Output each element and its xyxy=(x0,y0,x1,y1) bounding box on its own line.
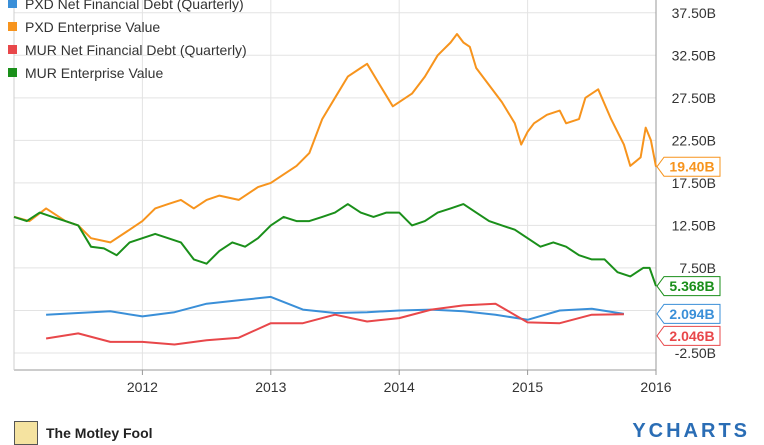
series-line-0 xyxy=(46,295,625,321)
axes xyxy=(13,0,657,375)
legend-item[interactable]: PXD Net Financial Debt (Quarterly) xyxy=(8,0,247,15)
legend-label-mur-ev: MUR Enterprise Value xyxy=(25,64,164,81)
end-label-3: 5.368B xyxy=(656,276,721,297)
x-tick-label: 2012 xyxy=(127,379,158,395)
legend-label-pxd-debt: PXD Net Financial Debt (Quarterly) xyxy=(25,0,244,12)
legend-swatch-pxd-debt xyxy=(8,0,17,8)
legend-swatch-mur-ev xyxy=(8,68,17,77)
y-tick-label: 12.50B xyxy=(672,217,716,233)
legend-item[interactable]: MUR Net Financial Debt (Quarterly) xyxy=(8,38,247,61)
end-label-box xyxy=(656,325,721,346)
y-tick-label: 27.50B xyxy=(672,90,716,106)
legend-item[interactable]: PXD Enterprise Value xyxy=(8,15,247,38)
y-tick-label: 22.50B xyxy=(672,132,716,148)
y-tick-label: 32.50B xyxy=(672,47,716,63)
series-line-3 xyxy=(13,203,657,287)
x-tick-label: 2013 xyxy=(255,379,286,395)
y-tick-label: 37.50B xyxy=(672,5,716,21)
y-tick-label: -2.50B xyxy=(675,345,716,361)
x-tick-label: 2016 xyxy=(640,379,671,395)
series-line-1 xyxy=(13,33,657,244)
end-label-text: 19.40B xyxy=(669,159,714,175)
series-lines xyxy=(13,33,657,346)
line-chart: -2.50B2.50B7.50B12.50B17.50B22.50B27.50B… xyxy=(13,0,721,395)
x-tick-label: 2014 xyxy=(384,379,415,395)
legend-label-mur-debt: MUR Net Financial Debt (Quarterly) xyxy=(25,41,247,58)
end-label-text: 5.368B xyxy=(669,278,714,294)
y-tick-label: 17.50B xyxy=(672,175,716,191)
legend-swatch-pxd-ev xyxy=(8,22,17,31)
end-label-text: 2.094B xyxy=(669,306,714,322)
end-label-box xyxy=(656,156,721,177)
x-tick-label: 2015 xyxy=(512,379,543,395)
end-label-2: 2.046B xyxy=(656,325,721,346)
y-tick-label: 7.50B xyxy=(679,260,716,276)
series-line-2 xyxy=(45,302,624,346)
end-label-text: 2.046B xyxy=(669,328,714,344)
end-label-0: 2.094B xyxy=(656,303,721,324)
end-label-1: 19.40B xyxy=(656,156,721,177)
legend-item[interactable]: MUR Enterprise Value xyxy=(8,61,247,84)
motley-fool-logo-icon xyxy=(14,421,38,445)
footer-brand-left: The Motley Fool xyxy=(14,421,153,445)
end-label-box xyxy=(656,276,721,297)
end-label-box xyxy=(656,303,721,324)
legend-swatch-mur-debt xyxy=(8,45,17,54)
legend: PXD Net Financial Debt (Quarterly) PXD E… xyxy=(8,0,247,84)
end-value-labels: 19.40B 5.368B 2.094B 2.046B xyxy=(656,156,721,346)
legend-label-pxd-ev: PXD Enterprise Value xyxy=(25,18,161,35)
motley-fool-text: The Motley Fool xyxy=(46,425,153,441)
